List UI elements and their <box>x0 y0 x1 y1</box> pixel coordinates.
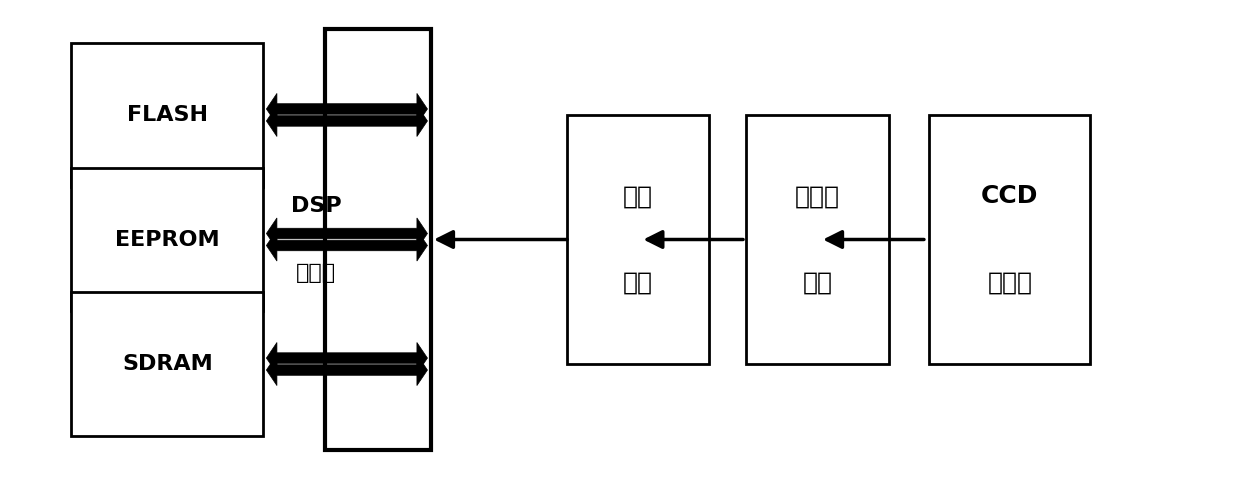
Text: 视频解: 视频解 <box>795 184 840 208</box>
Text: FLASH: FLASH <box>126 105 208 125</box>
Bar <box>325 29 431 450</box>
Bar <box>72 43 264 187</box>
Text: SDRAM: SDRAM <box>121 354 213 374</box>
Bar <box>566 115 709 364</box>
Bar <box>72 168 264 311</box>
Text: EEPROM: EEPROM <box>115 229 219 250</box>
Text: 缓存: 缓存 <box>623 271 653 295</box>
Polygon shape <box>266 230 427 261</box>
Polygon shape <box>266 354 427 386</box>
Text: CCD: CCD <box>981 184 1038 208</box>
Bar <box>929 115 1090 364</box>
Bar <box>72 292 264 436</box>
Polygon shape <box>266 218 427 249</box>
Bar <box>746 115 890 364</box>
Text: DSP: DSP <box>291 196 341 216</box>
Text: 高速: 高速 <box>623 184 653 208</box>
Polygon shape <box>266 105 427 137</box>
Polygon shape <box>266 93 427 125</box>
Text: 处理器: 处理器 <box>296 263 336 283</box>
Polygon shape <box>266 342 427 374</box>
Text: 码器: 码器 <box>803 271 833 295</box>
Text: 摄像机: 摄像机 <box>987 271 1032 295</box>
